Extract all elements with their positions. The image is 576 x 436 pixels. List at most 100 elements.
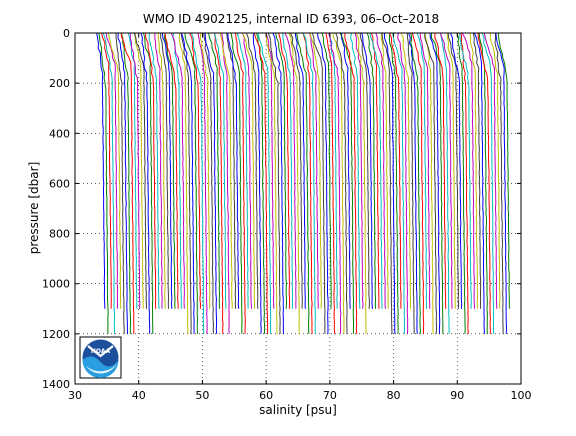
salinity-profile xyxy=(361,33,373,309)
salinity-profile xyxy=(383,33,396,334)
salinity-profile xyxy=(329,33,338,309)
salinity-profile xyxy=(199,33,211,309)
salinity-profile xyxy=(189,33,202,309)
salinity-profile xyxy=(275,33,287,309)
salinity-profile xyxy=(253,33,269,334)
salinity-profile xyxy=(410,33,421,334)
y-tick-label: 600 xyxy=(49,177,70,190)
salinity-profile xyxy=(302,33,316,334)
salinity-profile xyxy=(221,33,230,334)
salinity-profile xyxy=(389,33,402,309)
salinity-profile xyxy=(434,33,447,309)
salinity-profile xyxy=(102,33,116,334)
salinity-profile xyxy=(219,33,233,309)
salinity-profile xyxy=(369,33,383,309)
salinity-profile xyxy=(397,33,409,334)
axes-frame xyxy=(74,32,522,385)
salinity-profile xyxy=(328,33,342,334)
x-tick-label: 90 xyxy=(450,389,464,402)
salinity-profile xyxy=(282,33,294,309)
salinity-profile xyxy=(478,33,488,334)
salinity-profile xyxy=(341,33,351,309)
salinity-profile xyxy=(145,33,157,309)
salinity-profile xyxy=(424,33,438,334)
salinity-profile xyxy=(170,33,185,309)
y-tick-label: 400 xyxy=(49,127,70,140)
salinity-profile xyxy=(449,33,463,309)
salinity-profile xyxy=(439,33,450,334)
salinity-profile xyxy=(140,33,151,334)
salinity-profile xyxy=(208,33,221,309)
salinity-profile xyxy=(302,33,313,334)
salinity-profile xyxy=(469,33,479,309)
salinity-profile xyxy=(172,33,182,309)
salinity-profile xyxy=(105,33,119,309)
salinity-profile xyxy=(230,33,243,334)
salinity-profile xyxy=(461,33,475,309)
salinity-profile xyxy=(213,33,224,334)
y-tick-label: 1200 xyxy=(42,328,70,341)
salinity-profile xyxy=(400,33,412,309)
salinity-profile xyxy=(163,33,176,309)
salinity-profile xyxy=(317,33,329,334)
x-axis-label: salinity [psu] xyxy=(259,403,337,417)
salinity-profile xyxy=(164,33,179,309)
salinity-profile xyxy=(127,33,138,309)
salinity-profile xyxy=(148,33,160,309)
x-axis: 30 40 50 60 70 80 90 100 xyxy=(68,33,532,402)
salinity-profile xyxy=(117,33,128,334)
salinity-profile xyxy=(380,33,389,309)
salinity-profile xyxy=(289,33,303,309)
salinity-profile xyxy=(335,33,348,334)
salinity-profile xyxy=(160,33,170,309)
salinity-profile xyxy=(354,33,364,309)
noaa-logo: NOAA xyxy=(79,336,122,379)
x-tick-label: 60 xyxy=(259,389,273,402)
salinity-profile xyxy=(375,33,386,309)
salinity-profile xyxy=(242,33,253,309)
salinity-profile xyxy=(272,33,284,334)
grid xyxy=(75,33,521,384)
salinity-profile xyxy=(472,33,482,309)
y-axis: 0 200 400 600 800 1000 1200 1400 xyxy=(42,27,521,391)
salinity-profile xyxy=(184,33,199,334)
y-tick-label: 1400 xyxy=(42,378,70,391)
salinity-profile xyxy=(366,33,377,309)
salinity-profile xyxy=(344,33,358,334)
salinity-profile xyxy=(408,33,418,334)
salinity-profile xyxy=(96,33,106,309)
salinity-profile xyxy=(406,33,415,334)
salinity-profile xyxy=(497,33,510,309)
salinity-profile xyxy=(257,33,272,334)
y-axis-label: pressure [dbar] xyxy=(27,162,41,255)
salinity-profile xyxy=(381,33,393,334)
y-tick-label: 1000 xyxy=(42,278,70,291)
salinity-profile xyxy=(288,33,300,334)
salinity-profile xyxy=(256,33,266,334)
salinity-profile xyxy=(309,33,323,309)
salinity-profile xyxy=(101,33,112,309)
salinity-profile xyxy=(265,33,275,309)
salinity-profile xyxy=(388,33,399,334)
salinity-profile xyxy=(294,33,306,309)
salinity-profile xyxy=(242,33,256,309)
profiles xyxy=(96,33,510,334)
salinity-profile xyxy=(278,33,291,309)
salinity-profile xyxy=(180,33,192,334)
salinity-profile xyxy=(161,33,173,309)
salinity-profile xyxy=(446,33,456,309)
salinity-profile xyxy=(356,33,367,334)
salinity-profile xyxy=(483,33,498,309)
salinity-profile xyxy=(227,33,240,309)
salinity-profile xyxy=(226,33,237,309)
salinity-profile xyxy=(157,33,166,309)
salinity-profile xyxy=(477,33,491,334)
salinity-profile xyxy=(133,33,147,309)
salinity-profile xyxy=(190,33,205,334)
salinity-profile xyxy=(429,33,441,334)
noaa-logo-text: NOAA xyxy=(91,348,111,355)
x-tick-label: 70 xyxy=(323,389,337,402)
salinity-profile xyxy=(142,33,154,334)
